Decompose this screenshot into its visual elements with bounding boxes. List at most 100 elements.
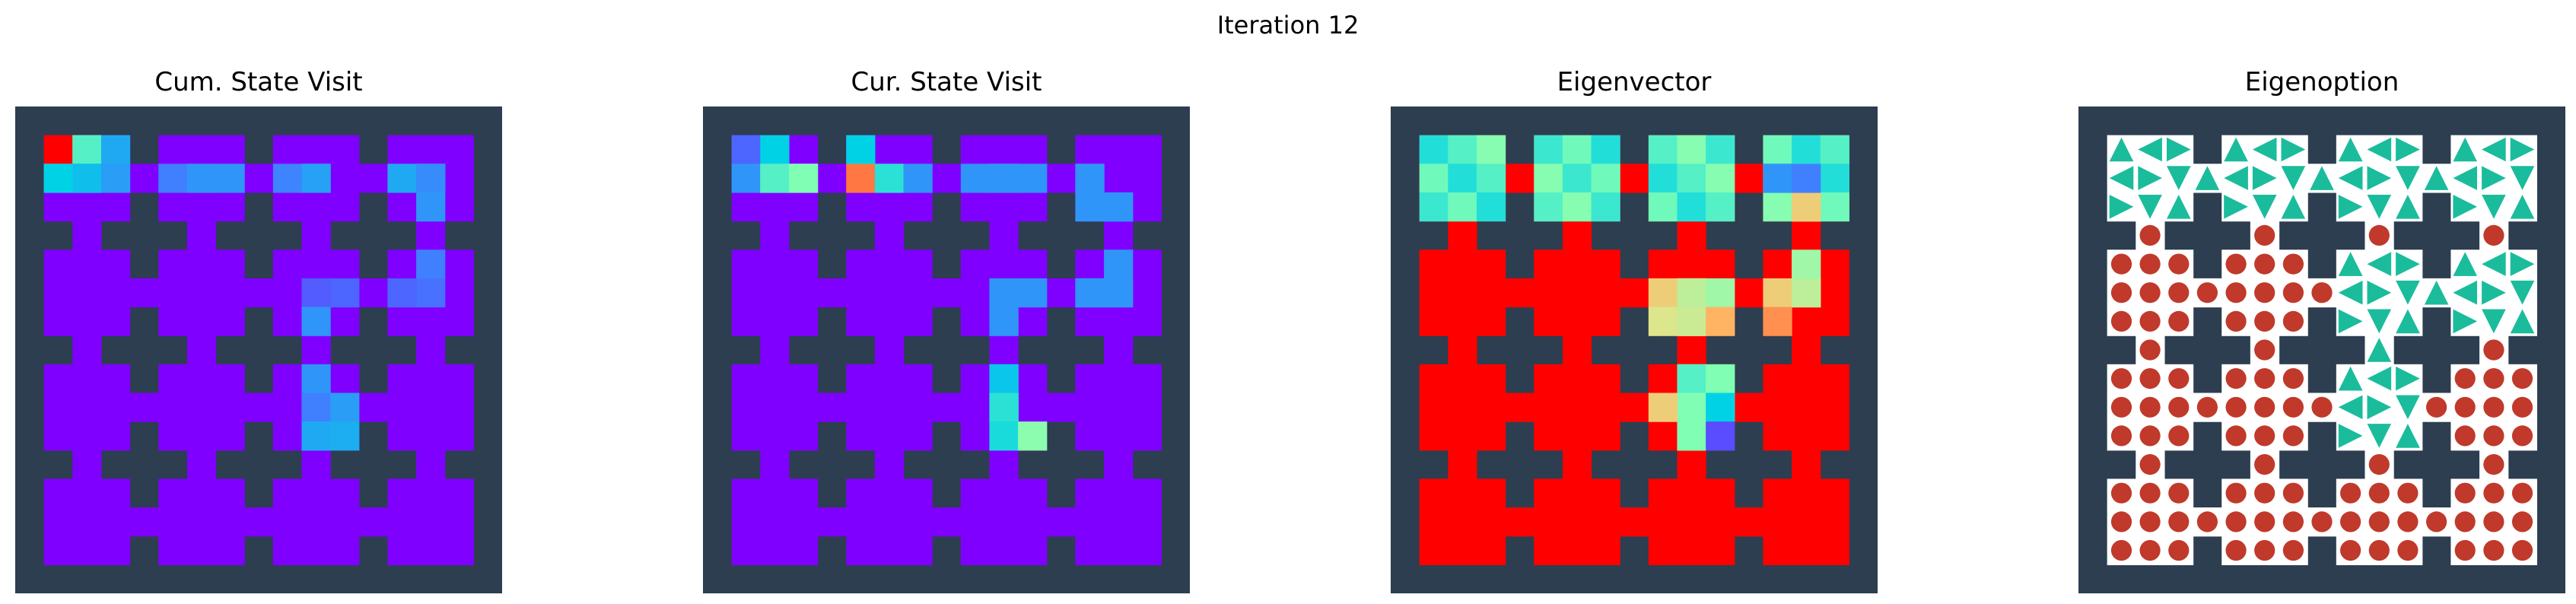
terminal-dot (2483, 425, 2504, 447)
panel-cur-state-visit: Cur. State Visit (703, 67, 1190, 593)
grid-cell (1046, 507, 1077, 537)
grid-cell (1448, 307, 1477, 336)
terminal-dot (2282, 482, 2304, 504)
grid-cell (874, 250, 905, 279)
grid-cell (1448, 421, 1477, 451)
terminal-dot (2168, 425, 2190, 447)
option-arrow (2338, 195, 2363, 219)
grid-cell (387, 478, 417, 508)
option-arrow (2252, 195, 2277, 219)
grid-cell (1820, 393, 1849, 422)
option-arrow (2510, 195, 2535, 219)
option-arrow (2138, 137, 2162, 162)
terminal-dot (2511, 368, 2533, 389)
terminal-dot (2168, 511, 2190, 532)
option-arrow (2367, 366, 2392, 391)
grid-cell (1534, 364, 1563, 394)
grid-cell (1763, 393, 1792, 422)
terminal-dot (2254, 425, 2275, 447)
grid-cell (989, 536, 1019, 565)
heatmap-cell (1419, 135, 1449, 164)
grid-cell (416, 335, 446, 365)
option-arrow (2109, 137, 2134, 162)
option-arrow (2252, 166, 2277, 190)
grid-cell (960, 421, 991, 451)
grid-cell (1018, 507, 1048, 537)
grid-cell (760, 450, 790, 480)
terminal-dot (2254, 339, 2275, 361)
grid-cell (129, 393, 159, 422)
option-arrow (2510, 166, 2535, 190)
terminal-dot (2110, 282, 2132, 304)
option-arrow (2338, 424, 2363, 448)
grid-cell (1562, 450, 1592, 480)
heatmap-cell (301, 364, 331, 394)
grid-cell (788, 507, 819, 537)
grid-cell (760, 335, 790, 365)
terminal-dot (2225, 511, 2247, 532)
terminal-dot (2168, 396, 2190, 418)
grid-cell (186, 507, 217, 537)
grid-cell (444, 393, 474, 422)
grid-cell (874, 364, 905, 394)
heatmap-cell (1792, 192, 1821, 222)
panel-title: Eigenvector (1557, 67, 1712, 97)
grid-cell (186, 192, 217, 222)
grid-cell (1104, 450, 1134, 480)
grid-cell (1792, 307, 1821, 336)
grid-cell (788, 135, 819, 164)
grid-cell (1648, 507, 1678, 537)
terminal-dot (2110, 482, 2132, 504)
grid-cell (1706, 250, 1735, 279)
heatmap-cell (1677, 393, 1706, 422)
grid-cell (1534, 393, 1563, 422)
heatmap-cell (1075, 192, 1105, 222)
terminal-dot (2282, 368, 2304, 389)
grid-cell (215, 278, 245, 308)
grid-cell (301, 450, 331, 480)
terminal-dot (2139, 511, 2161, 532)
grid-cell (186, 393, 217, 422)
terminal-dot (2397, 539, 2419, 561)
terminal-dot (2139, 454, 2161, 475)
grid-cell (1706, 478, 1735, 508)
grid-cell (1448, 507, 1477, 537)
grid-cell (1419, 421, 1449, 451)
option-arrow (2367, 338, 2392, 362)
heatmap-cell (1677, 164, 1706, 193)
grid-cell (1591, 364, 1620, 394)
grid-cell (846, 250, 876, 279)
grid-cell (358, 393, 389, 422)
grid-cell (100, 364, 131, 394)
option-arrow (2482, 166, 2506, 190)
heatmap-cell (416, 278, 446, 308)
grid-cell (1075, 507, 1105, 537)
option-arrow (2367, 280, 2392, 305)
grid-cell (1075, 421, 1105, 451)
heatmap-cell (1706, 307, 1735, 336)
heatmap-cell (1648, 307, 1678, 336)
grid-cell (960, 507, 991, 537)
heatmap-cell (1763, 135, 1792, 164)
option-arrow (2138, 166, 2162, 190)
grid-cell (1534, 307, 1563, 336)
grid-cell (215, 135, 245, 164)
grid-cell (1132, 164, 1162, 193)
heatmap-cell (301, 307, 331, 336)
heatmap-cell (1677, 135, 1706, 164)
terminal-dot (2110, 368, 2132, 389)
option-arrow (2396, 309, 2420, 334)
grid-cell (1562, 250, 1592, 279)
grid-cell (1562, 536, 1592, 565)
grid-cell (1820, 278, 1849, 308)
option-arrow (2109, 195, 2134, 219)
heatmap-cell (1763, 164, 1792, 193)
grid-cell (186, 536, 217, 565)
grid-cell (731, 421, 761, 451)
option-arrow (2195, 166, 2220, 190)
panel-cum-state-visit: Cum. State Visit (15, 67, 502, 593)
terminal-dot (2254, 539, 2275, 561)
grid-cell (1419, 393, 1449, 422)
option-arrow (2482, 252, 2506, 276)
grid-cell (186, 135, 217, 164)
